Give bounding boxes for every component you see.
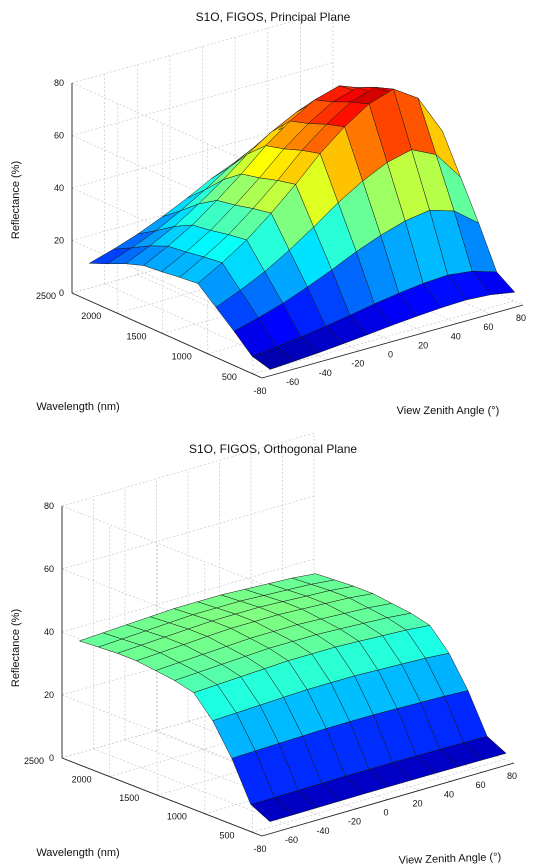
z-tick-label: 80 [54, 78, 64, 88]
x-tick-label: -60 [286, 377, 299, 387]
y-tick-label: 500 [219, 830, 234, 840]
x-tick-label: 80 [516, 313, 526, 323]
y-tick-label: 500 [222, 372, 237, 382]
x-axis-label: View Zenith Angle (°) [398, 851, 501, 867]
z-tick-label: 40 [54, 183, 64, 193]
grid-line [71, 9, 334, 84]
y-tick-label: 2000 [81, 311, 101, 321]
y-axis-label: Wavelength (nm) [36, 401, 119, 413]
x-tick-label: -40 [316, 826, 329, 836]
x-tick-label: 40 [444, 789, 454, 799]
surface-patch [471, 271, 516, 296]
x-axis-label: View Zenith Angle (°) [397, 405, 500, 417]
x-tick-label: -60 [285, 835, 298, 845]
z-tick-label: 60 [54, 131, 64, 141]
y-tick-label: 2000 [72, 775, 92, 785]
axes [71, 83, 524, 379]
x-tick-label: 0 [388, 350, 393, 360]
y-tick-label: 1000 [167, 812, 187, 822]
x-tick-label: 20 [412, 798, 422, 808]
z-tick-label: 20 [54, 236, 64, 246]
z-tick-label: 80 [44, 501, 54, 511]
y-axis-label: Wavelength (nm) [36, 847, 119, 859]
z-axis-label: Reflectance (%) [10, 161, 22, 239]
chart-title: S1O, FIGOS, Principal Plane [195, 10, 351, 24]
y-axis-line [71, 292, 263, 379]
x-tick-label: 40 [451, 331, 461, 341]
axes [61, 506, 515, 837]
grid-line [71, 82, 263, 169]
y-axis-line [61, 757, 263, 837]
x-tick-label: 60 [483, 322, 493, 332]
surface [88, 85, 516, 370]
surface-plot-principal: 0 20 40 60 80 500 1000 1500 2000 2500 -80 -60 -40 -20… [10, 9, 526, 417]
x-tick-label: -20 [348, 817, 361, 827]
x-tick-label: -40 [319, 368, 332, 378]
chart-panel-orthogonal: S1O, FIGOS, Orthogonal Plane 0 20 40 60 80 50… [0, 432, 546, 867]
z-tick-label: 20 [44, 690, 54, 700]
x-tick-label: 60 [475, 780, 485, 790]
y-tick-label: 2500 [36, 291, 56, 301]
y-tick-label: 1500 [119, 793, 139, 803]
grid-line [61, 432, 315, 507]
y-tick-label: 1500 [126, 331, 146, 341]
surface-patch [462, 736, 507, 761]
tick-labels: 0 20 40 60 80 500 1000 1500 2000 2500 -80 -60 -40 -20… [24, 501, 517, 854]
x-tick-label: 80 [507, 771, 517, 781]
z-tick-label: 40 [44, 627, 54, 637]
chart-panel-principal: S1O, FIGOS, Principal Plane 0 20 40 60 80 500… [0, 0, 546, 425]
x-axis-line [261, 304, 524, 379]
x-tick-label: -20 [351, 359, 364, 369]
grid-line [61, 505, 263, 585]
x-tick-label: -80 [253, 386, 266, 396]
tick-labels: 0 20 40 60 80 500 1000 1500 2000 2500 -80 -60 -40 -20… [36, 78, 526, 396]
x-tick-label: -80 [253, 844, 266, 854]
y-tick-label: 1000 [172, 352, 192, 362]
grid-line [252, 300, 515, 375]
z-tick-label: 60 [44, 564, 54, 574]
z-tick-label: 0 [49, 753, 54, 763]
surface-plot-orthogonal: 0 20 40 60 80 500 1000 1500 2000 2500 -80 -60 -40 -20… [10, 432, 517, 867]
chart-title: S1O, FIGOS, Orthogonal Plane [188, 442, 358, 456]
z-tick-label: 0 [59, 288, 64, 298]
x-tick-label: 0 [383, 808, 388, 818]
y-tick-label: 2500 [24, 756, 44, 766]
z-axis-label: Reflectance (%) [10, 609, 22, 687]
grid-line [71, 62, 334, 136]
x-tick-label: 20 [418, 340, 428, 350]
surface [78, 573, 507, 822]
x-axis-line [261, 762, 515, 837]
